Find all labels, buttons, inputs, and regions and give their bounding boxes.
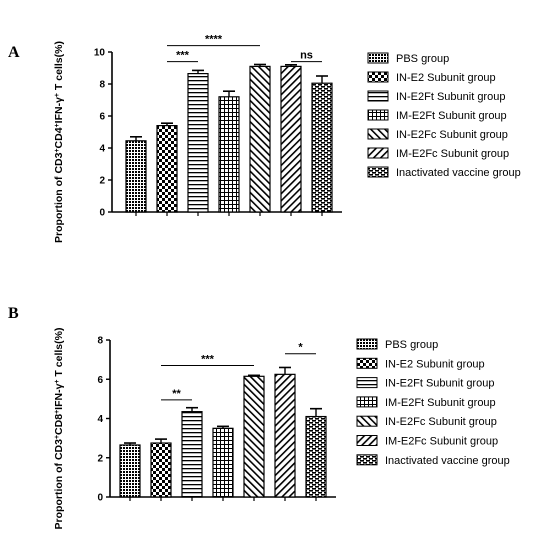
legend-entry: IN-E2 Subunit group bbox=[396, 72, 496, 84]
y-axis-label-part: + bbox=[54, 93, 61, 97]
legend-swatch bbox=[356, 396, 378, 408]
y-tick-label: 10 bbox=[94, 48, 106, 59]
y-axis-label-part: + bbox=[54, 123, 61, 127]
legend-swatch bbox=[356, 357, 378, 369]
y-tick-label: 6 bbox=[99, 112, 105, 123]
panel-label-b: B bbox=[8, 305, 19, 322]
legend-swatch bbox=[367, 147, 389, 159]
bar-dashes bbox=[311, 82, 333, 213]
legend-swatch bbox=[367, 90, 389, 102]
legend-swatch bbox=[356, 415, 378, 427]
y-axis-label-part: CD4 bbox=[53, 127, 65, 148]
bar-horizontal-lines bbox=[187, 72, 209, 213]
bar-dashes bbox=[305, 415, 327, 498]
y-axis-label-part: + bbox=[54, 410, 61, 414]
bar-horizontal-lines bbox=[181, 411, 203, 498]
bar-diagonal-down bbox=[274, 373, 296, 498]
significance-label: ** bbox=[172, 388, 181, 400]
y-tick-label: 8 bbox=[97, 336, 103, 347]
legend-swatch bbox=[356, 454, 378, 466]
legend-entry: IN-E2Fc Subunit group bbox=[385, 416, 497, 428]
legend-entry: Inactivated vaccine group bbox=[385, 455, 510, 467]
legend-entry: IN-E2Fc Subunit group bbox=[396, 129, 508, 141]
significance-label: *** bbox=[201, 354, 215, 366]
significance-label: ns bbox=[300, 50, 313, 62]
legend-swatch bbox=[367, 109, 389, 121]
legend-entry: IM-E2Ft Subunit group bbox=[385, 397, 496, 409]
legend-swatch bbox=[367, 128, 389, 140]
y-axis-label-part: + bbox=[54, 148, 61, 152]
legend-entry: IN-E2 Subunit group bbox=[385, 358, 485, 370]
y-tick-label: 8 bbox=[99, 80, 105, 91]
bar-diagonal-down bbox=[280, 65, 302, 213]
legend-swatch bbox=[367, 166, 389, 178]
legend-swatch bbox=[356, 338, 378, 350]
significance-label: * bbox=[298, 342, 303, 354]
y-axis-label-part: Proportion of CD3 bbox=[53, 152, 65, 243]
y-tick-label: 6 bbox=[97, 375, 103, 386]
bar-checker bbox=[150, 442, 172, 498]
legend-entry: IM-E2Ft Subunit group bbox=[396, 110, 507, 122]
y-tick-label: 0 bbox=[99, 208, 105, 219]
y-tick-label: 2 bbox=[99, 176, 105, 187]
y-axis-label-part: + bbox=[54, 435, 61, 439]
legend-entry: PBS group bbox=[396, 53, 449, 65]
y-axis-label-part: Proportion of CD3 bbox=[53, 439, 65, 530]
legend-entry: IN-E2Ft Subunit group bbox=[396, 91, 505, 103]
legend-swatch bbox=[356, 435, 378, 446]
y-tick-label: 2 bbox=[97, 453, 103, 464]
bar-grid bbox=[218, 96, 240, 213]
bar-grid bbox=[212, 427, 234, 498]
y-axis-label: Proportion of CD3+CD8+IFN-γ+ T cells(%) bbox=[53, 328, 65, 530]
y-axis-label-part: IFN-γ bbox=[53, 383, 65, 409]
significance-label: **** bbox=[205, 34, 223, 46]
bar-diagonal-up bbox=[243, 375, 265, 498]
bar-diagonal-up bbox=[249, 65, 271, 213]
y-axis-label-part: IFN-γ bbox=[53, 97, 65, 123]
y-axis-label-part: T cells(%) bbox=[53, 41, 65, 93]
y-tick-label: 4 bbox=[99, 144, 105, 155]
bar-dense-dots bbox=[125, 140, 147, 213]
legend-entry: IM-E2Fc Subunit group bbox=[396, 148, 509, 160]
legend-entry: IN-E2Ft Subunit group bbox=[385, 378, 494, 390]
y-axis-label-part: CD8 bbox=[53, 414, 65, 435]
legend-swatch bbox=[367, 52, 389, 64]
y-axis-label-part: + bbox=[54, 379, 61, 383]
legend-swatch bbox=[356, 377, 378, 389]
y-tick-label: 0 bbox=[97, 493, 103, 504]
legend-entry: IM-E2Fc Subunit group bbox=[385, 436, 498, 448]
legend-swatch bbox=[367, 71, 389, 83]
panel-label-a: A bbox=[8, 44, 20, 61]
legend-entry: PBS group bbox=[385, 339, 438, 351]
y-axis-label-part: T cells(%) bbox=[53, 328, 65, 380]
legend-entry: Inactivated vaccine group bbox=[396, 167, 521, 179]
significance-label: *** bbox=[176, 50, 190, 62]
y-tick-label: 4 bbox=[97, 414, 103, 425]
bar-dense-dots bbox=[119, 444, 141, 498]
bar-checker bbox=[156, 124, 178, 213]
y-axis-label: Proportion of CD3+CD4+IFN-γ+ T cells(%) bbox=[53, 41, 65, 243]
